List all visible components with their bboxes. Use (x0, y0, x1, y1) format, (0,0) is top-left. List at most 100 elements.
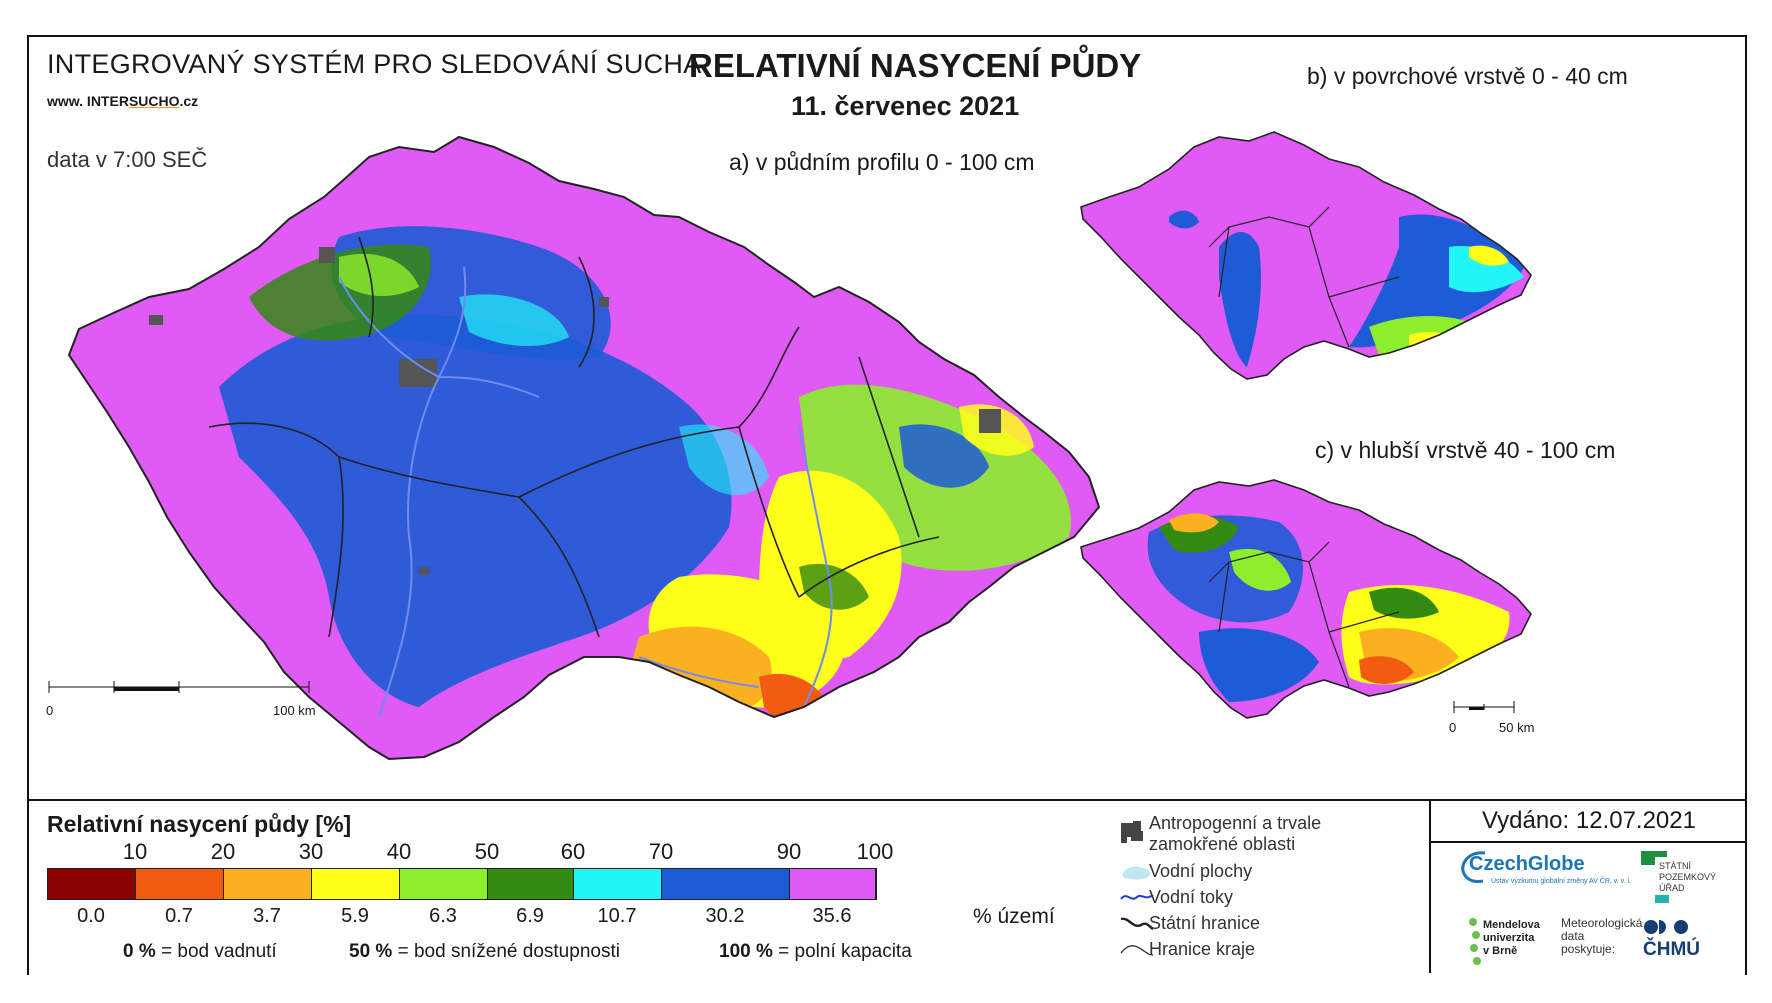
threshold-60: 60 (560, 839, 586, 864)
czechglobe-subtitle: Ústav výzkumu globální změny AV ČR, v. v… (1491, 878, 1632, 885)
color-class-4 (312, 869, 400, 899)
map-frame: INTEGROVANÝ SYSTÉM PRO SLEDOVÁNÍ SUCHA w… (27, 35, 1747, 975)
scale-c-start: 0 (1449, 720, 1457, 735)
spu-logo-icon (1641, 851, 1669, 903)
color-class-3 (224, 869, 312, 899)
website-highlight: SUCHO (128, 93, 180, 109)
river-icon (1120, 894, 1154, 900)
issued-date: Vydáno: 12.07.2021 (1431, 801, 1747, 843)
area-share-3: 3.7 (253, 905, 281, 927)
yellow-region-ne (1469, 245, 1509, 266)
urban-area (149, 315, 163, 325)
map-a-label: a) v půdním profilu 0 - 100 cm (729, 149, 1035, 175)
map-c (1080, 479, 1532, 719)
threshold-20: 20 (210, 839, 236, 864)
symbol-water-bodies: Vodní plochy (1149, 861, 1253, 881)
red-region-moravia (1359, 656, 1414, 684)
region-border-icon (1120, 945, 1154, 956)
scale-bar-c (1453, 701, 1515, 713)
map-c-label: c) v hlubší vrstvě 40 - 100 cm (1315, 437, 1616, 463)
color-class-6 (488, 869, 574, 899)
color-class-8 (662, 869, 790, 899)
spu-logo-text: STÁTNÍ POZEMKOVÝ ÚŘAD (1659, 861, 1717, 893)
map-area: INTEGROVANÝ SYSTÉM PRO SLEDOVÁNÍ SUCHA w… (29, 37, 1745, 799)
meteo-data-credit: Meteorologická data poskytuje: (1561, 916, 1643, 956)
threshold-70: 70 (648, 839, 674, 864)
chmu-logo: ČHMÚ (1643, 939, 1700, 960)
urban-area (419, 567, 429, 575)
mendel-university-logo: Mendelova univerzita v Brně (1483, 919, 1540, 957)
cyan-patch (679, 424, 769, 496)
state-border-icon (1120, 917, 1154, 931)
region-borders (1208, 541, 1400, 688)
region-borders (1208, 206, 1400, 348)
blue-patch (1169, 210, 1199, 229)
area-share-8: 30.2 (705, 905, 745, 927)
mendel-logo-icon (1469, 918, 1481, 965)
map-b (1080, 131, 1532, 380)
website-link[interactable]: www. INTERSUCHO.cz (47, 93, 199, 109)
color-class-5 (400, 869, 488, 899)
threshold-10: 10 (122, 839, 148, 864)
threshold-100: 100 (856, 839, 894, 864)
anthropogenic-area-icon (1121, 821, 1143, 843)
scale-bar-a (48, 681, 310, 693)
symbol-anthropogenic: Antropogenní a trvale zamokřené oblasti (1149, 813, 1322, 854)
symbol-rivers: Vodní toky (1149, 887, 1234, 907)
legend-title: Relativní nasycení půdy [%] (47, 811, 352, 837)
urban-area (599, 297, 609, 307)
river-vltava (378, 266, 467, 718)
color-scale (47, 868, 877, 900)
scale-c-end: 50 km (1499, 720, 1535, 735)
color-class-2 (136, 869, 224, 899)
green-patch-moravia (1369, 587, 1439, 619)
orange-region-nw (1169, 513, 1219, 533)
chmu-logo-icon (1644, 920, 1688, 934)
map-b-label: b) v povrchové vrstvě 0 - 40 cm (1307, 63, 1628, 89)
area-share-6: 6.9 (516, 905, 544, 927)
czechglobe-logo: CzechGlobe (1469, 853, 1585, 875)
note-reduced-availability: 50 % = bod snížené dostupnosti (349, 941, 620, 962)
river-dyje (638, 656, 760, 688)
blue-region-beskydy (899, 424, 989, 488)
scale-a-end: 100 km (273, 703, 316, 718)
area-share-1: 0.0 (77, 905, 105, 927)
map-date: 11. červenec 2021 (791, 91, 1020, 121)
urban-area-ostrava (979, 409, 1001, 433)
green-patch (1229, 548, 1291, 591)
water-body-icon (1122, 866, 1150, 880)
threshold-50: 50 (474, 839, 500, 864)
color-class-9 (790, 869, 876, 899)
area-share-4: 5.9 (341, 905, 369, 927)
symbol-state-border: Státní hranice (1149, 913, 1261, 933)
urban-area (319, 247, 335, 263)
color-class-1 (48, 869, 136, 899)
scale-a-start: 0 (46, 703, 54, 718)
blue-region-south (1199, 628, 1319, 702)
note-field-capacity: 100 % = polní kapacita (719, 941, 912, 962)
region-borders (208, 236, 940, 638)
area-share-7: 10.7 (597, 905, 637, 927)
area-share-9: 35.6 (812, 905, 852, 927)
color-class-7 (574, 869, 662, 899)
note-wilting-point: 0 % = bod vadnutí (123, 941, 277, 962)
map-a (48, 136, 1100, 760)
system-title: INTEGROVANÝ SYSTÉM PRO SLEDOVÁNÍ SUCHA (47, 49, 702, 79)
czechglobe-logo-icon (1461, 851, 1486, 883)
threshold-90: 90 (776, 839, 802, 864)
threshold-40: 40 (386, 839, 412, 864)
blue-band-central (1219, 232, 1261, 367)
area-share-5: 6.3 (429, 905, 457, 927)
area-share-2: 0.7 (165, 905, 193, 927)
yellow-region-south (1409, 331, 1459, 350)
light-green-nw (339, 253, 419, 297)
river-labe (338, 276, 540, 398)
main-title: RELATIVNÍ NASYCENÍ PŮDY (689, 47, 1142, 84)
area-share-unit: % území (973, 905, 1055, 928)
legend-area: Relativní nasycení půdy [%] 10 20 30 40 50 60… (29, 799, 1747, 975)
blue-region-central (219, 314, 732, 707)
credits-box: Vydáno: 12.07.2021 CzechGlobe Ústav výzk… (1429, 801, 1747, 973)
data-time: data v 7:00 SEČ (47, 147, 208, 172)
cyan-region-east (1449, 246, 1524, 293)
threshold-30: 30 (298, 839, 324, 864)
